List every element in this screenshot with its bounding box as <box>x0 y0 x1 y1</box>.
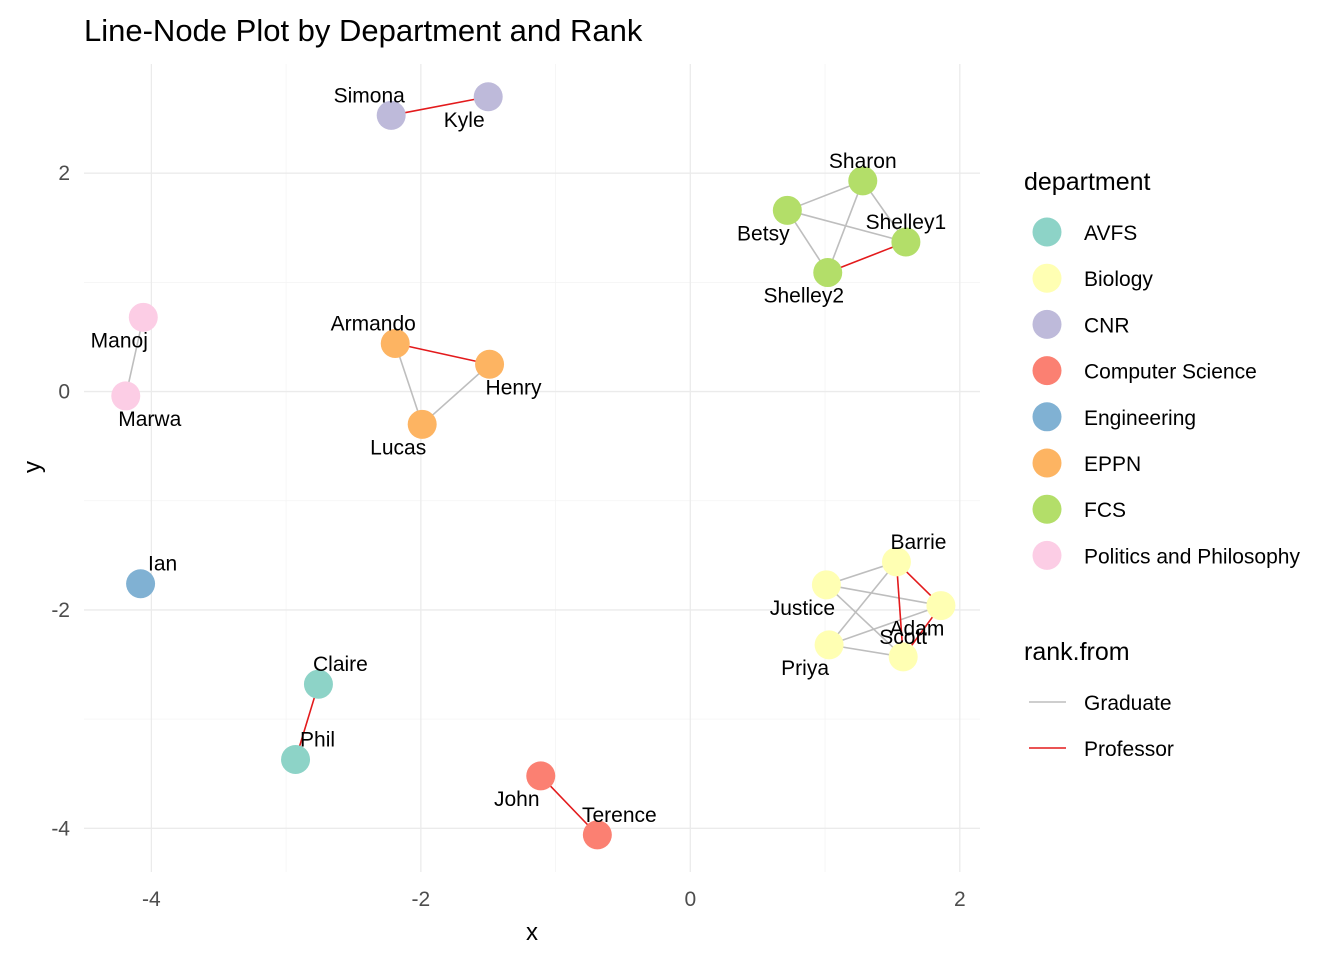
node-betsy <box>772 195 802 225</box>
node-label-kyle: Kyle <box>444 109 485 132</box>
x-tick-label: -2 <box>411 888 430 911</box>
node-labels: Simona Kyle Sharon Betsy Shelley1 Shelley2 Man… <box>91 84 947 827</box>
edge-simona-kyle <box>391 95 489 117</box>
node-label-manoj: Manoj <box>91 329 148 352</box>
edge-priya-adam <box>828 604 942 646</box>
edge-betsy-shelley1 <box>787 209 907 243</box>
edge-armando-henry <box>395 342 490 366</box>
x-tick-label: 2 <box>954 888 966 911</box>
legend-label-department: FCS <box>1084 499 1126 522</box>
node-ian <box>126 569 156 599</box>
edge-barrie-scott <box>895 561 904 657</box>
node-label-simona: Simona <box>334 84 406 107</box>
y-tick-label: 2 <box>58 162 70 185</box>
node-barrie <box>881 547 911 577</box>
edge-priya-barrie <box>828 561 898 646</box>
node-label-priya: Priya <box>781 657 829 680</box>
node-label-barrie: Barrie <box>890 531 946 554</box>
node-henry <box>475 349 505 379</box>
x-tick-label: 0 <box>684 888 696 911</box>
legend-label-department: Computer Science <box>1084 361 1257 384</box>
x-axis-label: x <box>526 919 538 946</box>
legend-department-title: department <box>1024 168 1151 196</box>
node-label-terence: Terence <box>582 804 657 827</box>
node-manoj <box>128 302 158 332</box>
legend-department: department AVFS Biology CNR Computer Scienc… <box>1024 168 1300 570</box>
legend-label-department: CNR <box>1084 314 1130 337</box>
edge-sharon-shelley2 <box>827 180 864 273</box>
legend-label-rank: Professor <box>1084 738 1174 761</box>
node-label-ian: Ian <box>148 553 177 576</box>
edge-justice-adam <box>826 584 942 607</box>
node-john <box>526 761 556 791</box>
node-shelley1 <box>891 227 921 257</box>
legend-key-department <box>1032 448 1062 478</box>
legend-key-department <box>1032 217 1062 247</box>
node-phil <box>281 745 311 775</box>
legend-key-department <box>1032 540 1062 570</box>
edge-lucas-henry <box>421 363 491 425</box>
legend-label-department: EPPN <box>1084 453 1141 476</box>
y-axis-label: y <box>19 461 46 473</box>
axis-ticks: -4 -2 0 2 -4 -2 0 2 <box>51 162 965 911</box>
node-terence <box>582 820 612 850</box>
legend-key-department <box>1032 263 1062 293</box>
node-label-henry: Henry <box>486 376 543 399</box>
node-label-adam: Adam <box>889 618 944 641</box>
legend-rank-title: rank.from <box>1024 638 1130 666</box>
node-sharon <box>848 166 878 196</box>
node-label-armando: Armando <box>331 313 416 336</box>
node-label-sharon: Sharon <box>829 150 897 173</box>
node-simona <box>376 100 406 130</box>
node-label-justice: Justice <box>770 597 835 620</box>
node-label-john: John <box>494 788 540 811</box>
legend-label-department: Engineering <box>1084 407 1196 430</box>
legend-label-department: Biology <box>1084 268 1153 291</box>
x-tick-label: -4 <box>142 888 161 911</box>
node-label-betsy: Betsy <box>737 222 790 245</box>
node-armando <box>380 329 410 359</box>
node-label-shelley2: Shelley2 <box>763 285 844 308</box>
y-tick-label: -2 <box>51 599 70 622</box>
nodes <box>111 82 956 850</box>
legend-key-department <box>1032 356 1062 386</box>
node-label-phil: Phil <box>300 729 335 752</box>
legend-key-department <box>1032 402 1062 432</box>
node-shelley2 <box>813 258 843 288</box>
node-lucas <box>407 409 437 439</box>
node-justice <box>811 570 841 600</box>
node-label-shelley1: Shelley1 <box>866 211 947 234</box>
legend-label-department: AVFS <box>1084 222 1137 245</box>
legend-key-department <box>1032 309 1062 339</box>
node-scott <box>888 642 918 672</box>
node-label-scott: Scott <box>879 626 927 649</box>
node-adam <box>926 591 956 621</box>
node-claire <box>303 669 333 699</box>
chart-title: Line-Node Plot by Department and Rank <box>84 13 643 48</box>
node-priya <box>814 630 844 660</box>
edges <box>124 95 942 836</box>
legend-label-rank: Graduate <box>1084 692 1172 715</box>
legend-label-department: Politics and Philosophy <box>1084 545 1300 568</box>
node-label-marwa: Marwa <box>118 408 181 431</box>
node-label-lucas: Lucas <box>370 436 426 459</box>
edge-justice-scott <box>825 584 904 658</box>
legend-rank: rank.from Graduate Professor <box>1024 638 1174 761</box>
node-kyle <box>473 82 503 112</box>
y-tick-label: 0 <box>58 381 70 404</box>
grid <box>84 64 980 872</box>
y-tick-label: -4 <box>51 817 70 840</box>
node-marwa <box>111 381 141 411</box>
node-label-claire: Claire <box>313 653 368 676</box>
legend-key-department <box>1032 494 1062 524</box>
